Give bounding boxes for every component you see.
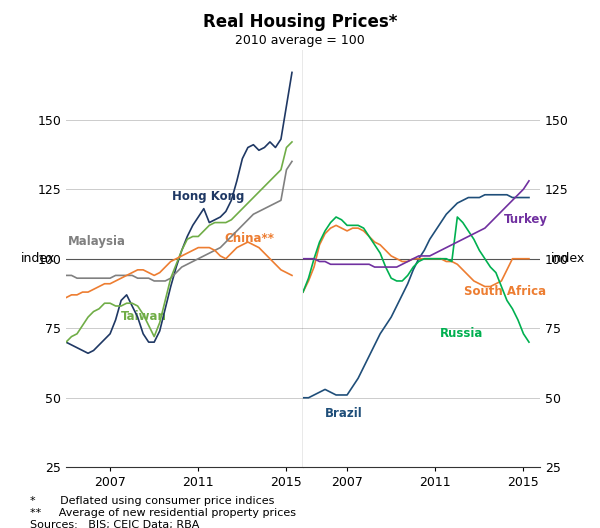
Text: **     Average of new residential property prices: ** Average of new residential property p…	[30, 508, 296, 518]
Text: 2010 average = 100: 2010 average = 100	[235, 34, 365, 48]
Text: Brazil: Brazil	[325, 407, 363, 420]
Text: index: index	[551, 252, 586, 265]
Text: *       Deflated using consumer price indices: * Deflated using consumer price indices	[30, 496, 274, 506]
Text: Sources:   BIS; CEIC Data; RBA: Sources: BIS; CEIC Data; RBA	[30, 520, 199, 528]
Text: Russia: Russia	[440, 327, 483, 340]
Text: Turkey: Turkey	[503, 213, 548, 225]
Text: Malaysia: Malaysia	[68, 235, 126, 248]
Text: Taiwan: Taiwan	[121, 310, 167, 323]
Text: Hong Kong: Hong Kong	[172, 190, 244, 203]
Text: index: index	[20, 252, 55, 265]
Text: South Africa: South Africa	[464, 285, 546, 298]
Text: Real Housing Prices*: Real Housing Prices*	[203, 13, 397, 31]
Text: China**: China**	[225, 232, 275, 245]
